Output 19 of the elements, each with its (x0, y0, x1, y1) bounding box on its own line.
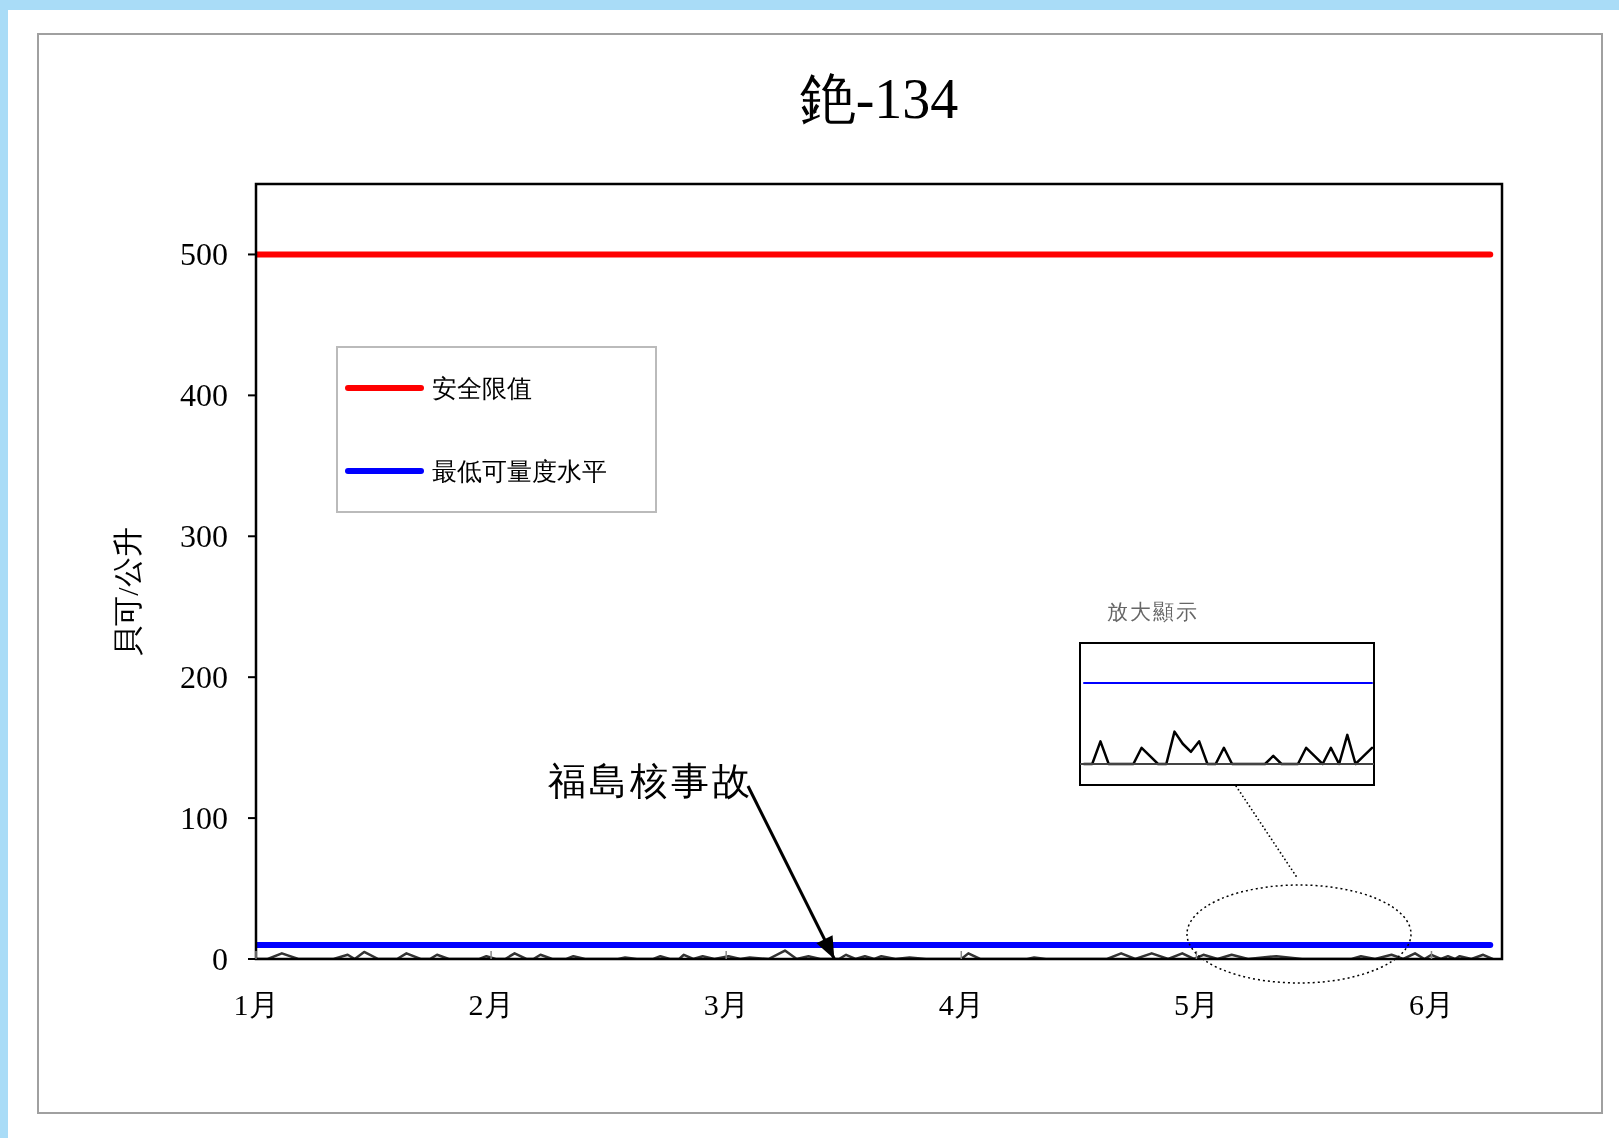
y-axis-title: 貝可/公升 (111, 527, 144, 656)
legend-label: 最低可量度水平 (432, 458, 607, 485)
y-tick-label: 0 (212, 941, 228, 977)
y-tick-label: 400 (180, 377, 228, 414)
annotation: 福島核事故 (547, 760, 836, 960)
x-tick-label: 1月 (233, 988, 279, 1021)
y-tick-label: 200 (180, 659, 228, 696)
x-tick-label: 3月 (703, 988, 749, 1021)
chart-title: 銫-134 (799, 68, 959, 130)
annotation: 福島核事故 (547, 760, 753, 802)
x-tick-label: 5月 (1173, 988, 1219, 1021)
x-tick-label: 6月 (1408, 988, 1454, 1021)
x-tick-label: 2月 (468, 988, 514, 1021)
x-tick-label: 4月 (938, 988, 984, 1021)
annotation: 放大顯示 (1107, 600, 1199, 624)
y-tick-label: 300 (180, 518, 228, 555)
y-tick-label: 500 (180, 236, 228, 273)
legend-label: 安全限值 (432, 375, 532, 402)
y-tick-label: 100 (180, 800, 228, 837)
